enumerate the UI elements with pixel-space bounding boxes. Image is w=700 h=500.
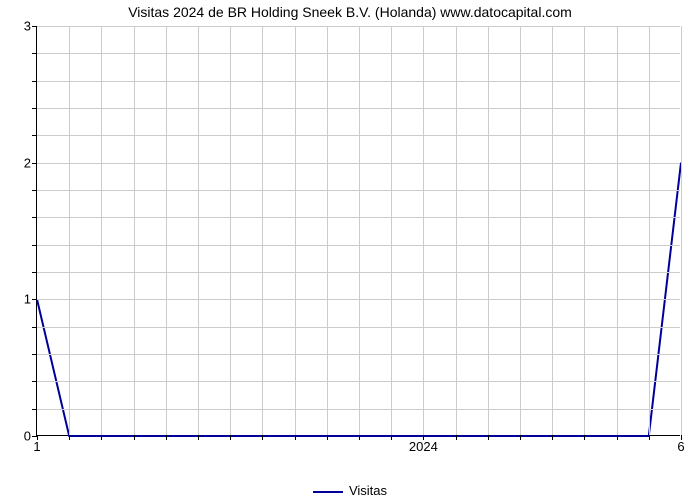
y-tick-label: 3 [24, 19, 31, 34]
grid-line-h [37, 354, 680, 355]
grid-line-v [456, 26, 457, 435]
grid-line-h [37, 163, 680, 164]
x-tick [617, 435, 618, 440]
x-tick [230, 435, 231, 440]
x-tick [359, 435, 360, 440]
y-tick [32, 299, 37, 300]
x-tick [520, 435, 521, 440]
legend-swatch [313, 491, 343, 493]
y-tick [32, 354, 37, 355]
y-tick [32, 327, 37, 328]
y-tick [32, 381, 37, 382]
grid-line-v [101, 26, 102, 435]
plot-area: 1202460123 [36, 26, 680, 436]
y-tick [32, 245, 37, 246]
visits-chart: Visitas 2024 de BR Holding Sneek B.V. (H… [0, 0, 700, 500]
chart-title: Visitas 2024 de BR Holding Sneek B.V. (H… [0, 4, 700, 20]
grid-line-v [584, 26, 585, 435]
x-tick [456, 435, 457, 440]
grid-line-v [295, 26, 296, 435]
x-tick-label: 2024 [409, 439, 438, 454]
grid-line-h [37, 299, 680, 300]
grid-line-v [391, 26, 392, 435]
grid-line-h [37, 135, 680, 136]
x-tick [391, 435, 392, 440]
y-tick [32, 108, 37, 109]
grid-line-h [37, 272, 680, 273]
grid-line-v [230, 26, 231, 435]
y-tick [32, 135, 37, 136]
x-tick [101, 435, 102, 440]
x-tick [327, 435, 328, 440]
grid-line-v [649, 26, 650, 435]
grid-line-v [198, 26, 199, 435]
y-tick-label: 1 [24, 292, 31, 307]
grid-line-v [359, 26, 360, 435]
x-tick-label: 1 [33, 439, 40, 454]
y-tick-label: 0 [24, 429, 31, 444]
x-tick [295, 435, 296, 440]
x-tick-label: 6 [677, 439, 684, 454]
legend: Visitas [0, 483, 700, 498]
x-tick [166, 435, 167, 440]
x-tick [552, 435, 553, 440]
grid-line-v [520, 26, 521, 435]
grid-line-v [262, 26, 263, 435]
x-tick [262, 435, 263, 440]
y-tick [32, 190, 37, 191]
y-tick [32, 436, 37, 437]
y-tick [32, 81, 37, 82]
y-tick [32, 409, 37, 410]
y-tick-label: 2 [24, 155, 31, 170]
grid-line-h [37, 26, 680, 27]
grid-line-h [37, 217, 680, 218]
legend-label: Visitas [349, 483, 387, 498]
grid-line-v [327, 26, 328, 435]
grid-line-v [552, 26, 553, 435]
grid-line-v [69, 26, 70, 435]
grid-line-h [37, 409, 680, 410]
grid-line-h [37, 81, 680, 82]
x-tick [134, 435, 135, 440]
grid-line-v [423, 26, 424, 435]
grid-line-h [37, 381, 680, 382]
grid-line-h [37, 108, 680, 109]
grid-line-h [37, 327, 680, 328]
grid-line-v [617, 26, 618, 435]
y-tick [32, 53, 37, 54]
x-tick [649, 435, 650, 440]
grid-line-v [166, 26, 167, 435]
grid-line-h [37, 190, 680, 191]
grid-line-v [681, 26, 682, 435]
y-tick [32, 26, 37, 27]
grid-line-v [134, 26, 135, 435]
y-tick [32, 217, 37, 218]
grid-line-h [37, 245, 680, 246]
y-tick [32, 272, 37, 273]
grid-line-v [488, 26, 489, 435]
x-tick [198, 435, 199, 440]
x-tick [488, 435, 489, 440]
y-tick [32, 163, 37, 164]
x-tick [69, 435, 70, 440]
x-tick [584, 435, 585, 440]
grid-line-h [37, 53, 680, 54]
